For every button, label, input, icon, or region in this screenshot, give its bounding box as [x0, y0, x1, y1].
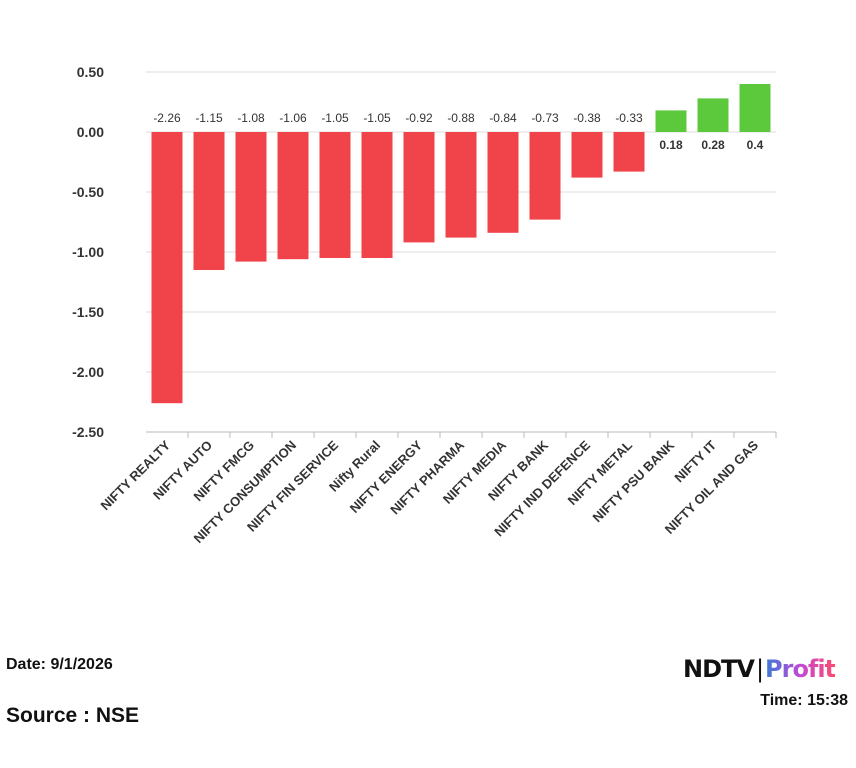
bar — [277, 132, 309, 260]
x-tick-label: NIFTY PHARMA — [387, 437, 467, 517]
data-label: -0.88 — [447, 111, 475, 125]
data-label: 0.28 — [701, 138, 725, 152]
data-label: 0.18 — [659, 138, 683, 152]
data-label: -0.92 — [405, 111, 433, 125]
y-tick-label: -2.00 — [72, 364, 104, 380]
bar — [235, 132, 267, 262]
bar — [655, 110, 687, 132]
bar-chart: 0.50 0.00 -0.50 -1.00 -1.50 -2.00 -2.50 -2.26 NI… — [72, 64, 777, 546]
bar — [697, 98, 729, 132]
source-label: Source : NSE — [6, 704, 140, 727]
data-label: -0.84 — [489, 111, 517, 125]
x-tick-label: NIFTY REALTY — [97, 437, 173, 513]
ndtv-profit-logo: NDTV|Profit — [683, 655, 836, 683]
data-label: -1.15 — [195, 111, 223, 125]
data-label: -0.73 — [531, 111, 559, 125]
bar — [403, 132, 435, 243]
bar — [739, 84, 771, 132]
bar — [319, 132, 351, 258]
x-tick-label: NIFTY PSU BANK — [590, 437, 678, 525]
y-tick-label: -0.50 — [72, 184, 104, 200]
bar — [613, 132, 645, 172]
data-label: -1.05 — [363, 111, 391, 125]
bar — [361, 132, 393, 258]
time-label: Time: 15:38 — [760, 692, 848, 709]
bar — [151, 132, 183, 404]
y-tick-label: -1.50 — [72, 304, 104, 320]
data-label: 0.4 — [747, 138, 764, 152]
y-tick-label: 0.00 — [77, 124, 104, 140]
y-tick-label: -1.00 — [72, 244, 104, 260]
x-tick-label: NIFTY ENERGY — [347, 437, 426, 516]
data-label: -1.08 — [237, 111, 265, 125]
bar — [193, 132, 225, 270]
date-label: Date: 9/1/2026 — [6, 656, 113, 673]
data-label: -1.05 — [321, 111, 349, 125]
data-label: -0.38 — [573, 111, 601, 125]
bar — [487, 132, 519, 233]
bar — [529, 132, 561, 220]
bar — [571, 132, 603, 178]
data-label: -2.26 — [153, 111, 181, 125]
y-tick-label: -2.50 — [72, 424, 104, 440]
bar — [445, 132, 477, 238]
y-tick-label: 0.50 — [77, 64, 104, 80]
data-label: -1.06 — [279, 111, 307, 125]
data-label: -0.33 — [615, 111, 643, 125]
